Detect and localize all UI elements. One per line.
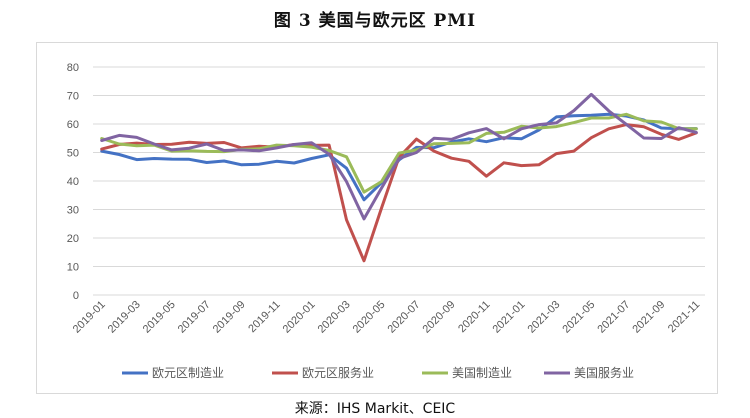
x-tick-label: 2021-09 — [630, 299, 667, 336]
x-tick-label: 2021-01 — [490, 299, 527, 336]
y-tick-label: 10 — [67, 262, 79, 274]
x-tick-label: 2019-05 — [141, 299, 178, 336]
y-tick-label: 50 — [67, 148, 79, 160]
line-chart: 010203040506070802019-012019-032019-0520… — [67, 62, 705, 380]
legend-label: 美国制造业 — [452, 366, 512, 380]
series-line-1 — [100, 123, 698, 263]
x-tick-label: 2019-09 — [211, 299, 248, 336]
chart-source: 来源：IHS Markit、CEIC — [294, 401, 456, 417]
chart-frame: 0 10 20 30 40 50 60 70 80 2019-01 2019-03 2019-05 20… — [36, 42, 718, 394]
x-tick-label: 2019-03 — [106, 299, 143, 336]
y-tick-label: 60 — [67, 119, 79, 131]
x-tick-label: 2020-11 — [456, 299, 492, 335]
legend-label: 欧元区制造业 — [152, 366, 224, 380]
y-tick-label: 30 — [67, 205, 79, 217]
x-tick-label: 2020-09 — [421, 299, 458, 336]
x-tick-label: 2019-01 — [71, 299, 108, 336]
y-tick-label: 0 — [73, 290, 79, 302]
x-tick-label: 2021-07 — [595, 299, 632, 336]
x-tick-label: 2021-11 — [666, 299, 702, 335]
x-tick-label: 2019-07 — [176, 299, 213, 336]
legend-label: 美国服务业 — [574, 365, 634, 380]
x-tick-label: 2020-03 — [316, 299, 353, 336]
y-tick-label: 80 — [67, 62, 79, 74]
y-tick-label: 40 — [67, 176, 79, 188]
series-line-3 — [100, 92, 698, 221]
chart-title: 图 3 美国与欧元区 PMI — [273, 11, 477, 31]
x-tick-label: 2019-11 — [246, 299, 282, 335]
x-tick-label: 2020-05 — [351, 299, 388, 336]
y-tick-label: 70 — [67, 91, 79, 103]
x-tick-label: 2021-03 — [525, 299, 562, 336]
x-tick-label: 2021-05 — [560, 299, 597, 336]
x-tick-label: 2020-01 — [281, 299, 318, 336]
legend-label: 欧元区服务业 — [302, 365, 374, 380]
series-line-2 — [100, 112, 698, 194]
x-tick-label: 2020-07 — [386, 299, 423, 336]
y-tick-label: 20 — [67, 233, 79, 245]
